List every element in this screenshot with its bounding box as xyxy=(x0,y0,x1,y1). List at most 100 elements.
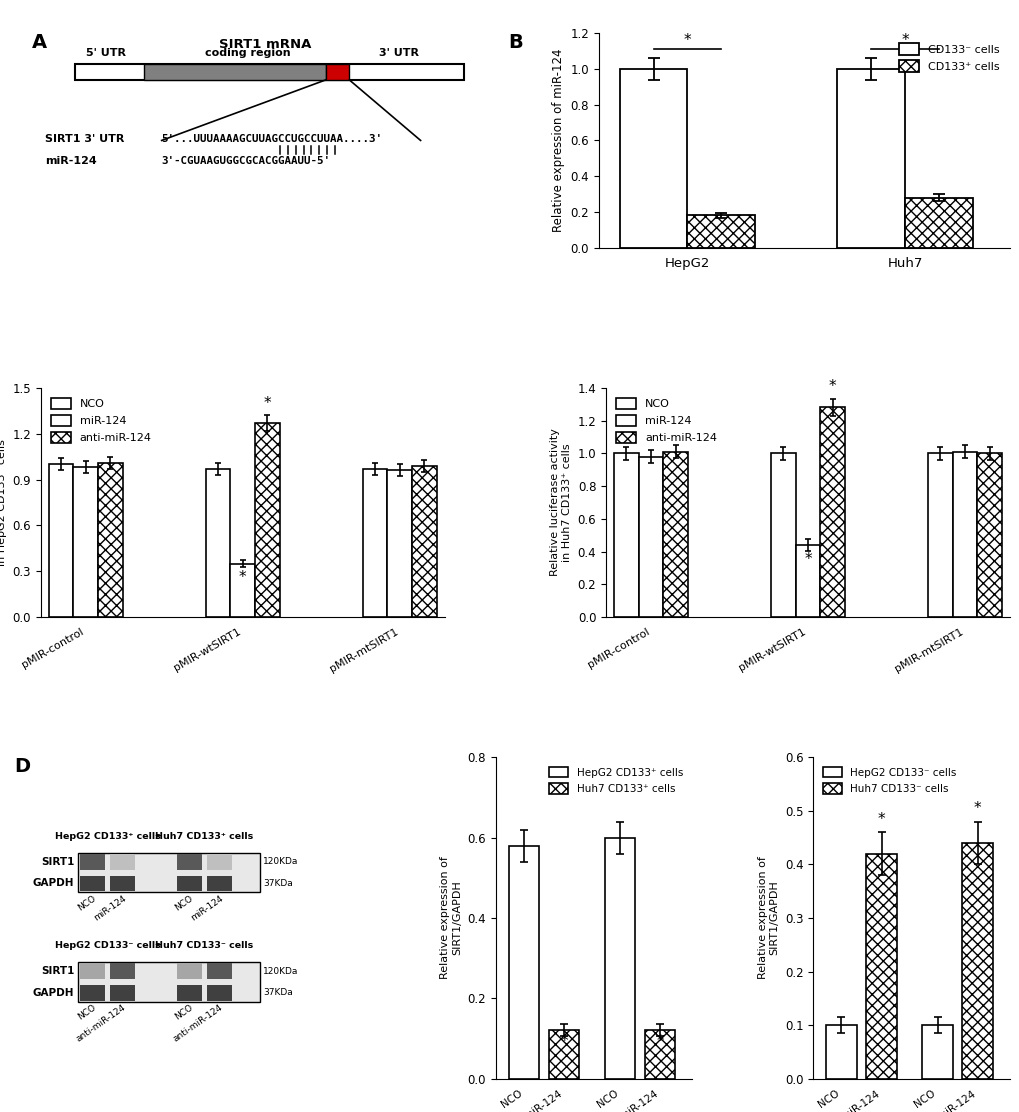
Bar xyxy=(837,69,904,248)
Bar xyxy=(49,464,73,617)
Bar xyxy=(176,985,202,1001)
Text: SIRT1: SIRT1 xyxy=(41,966,74,976)
Bar xyxy=(795,545,819,617)
Y-axis label: Relative expression of miR-124: Relative expression of miR-124 xyxy=(551,49,565,232)
Text: A: A xyxy=(33,33,47,52)
Bar xyxy=(77,853,259,892)
Text: coding region: coding region xyxy=(205,49,290,59)
Bar xyxy=(176,854,202,870)
Bar xyxy=(904,198,972,248)
Text: 37KDa: 37KDa xyxy=(263,878,292,888)
Text: *: * xyxy=(828,379,836,395)
Text: *: * xyxy=(803,552,811,567)
Bar xyxy=(176,875,202,892)
Text: HepG2 CD133⁺ cells: HepG2 CD133⁺ cells xyxy=(55,832,160,842)
Text: NCO: NCO xyxy=(76,1003,98,1022)
Bar xyxy=(255,423,279,617)
Bar xyxy=(79,854,105,870)
Text: *: * xyxy=(973,802,980,816)
Bar xyxy=(325,63,350,80)
Bar xyxy=(207,963,231,979)
Text: B: B xyxy=(507,33,523,52)
Bar xyxy=(952,451,976,617)
Bar xyxy=(638,457,662,617)
Bar xyxy=(662,451,687,617)
Bar xyxy=(363,469,387,617)
Text: *: * xyxy=(656,1034,663,1050)
Text: 5' UTR: 5' UTR xyxy=(86,49,125,59)
Bar xyxy=(825,1025,856,1079)
Bar xyxy=(207,985,231,1001)
Bar xyxy=(962,843,991,1079)
Text: HepG2 CD133⁻ cells: HepG2 CD133⁻ cells xyxy=(55,942,160,951)
Bar xyxy=(110,875,135,892)
Bar xyxy=(770,454,795,617)
Text: 37KDa: 37KDa xyxy=(263,989,292,997)
Bar xyxy=(176,963,202,979)
Legend: HepG2 CD133⁻ cells, Huh7 CD133⁻ cells: HepG2 CD133⁻ cells, Huh7 CD133⁻ cells xyxy=(818,763,960,798)
Text: NCO: NCO xyxy=(173,1003,195,1022)
Text: *: * xyxy=(559,1034,568,1050)
Bar xyxy=(79,875,105,892)
Bar xyxy=(145,63,325,80)
Bar xyxy=(412,466,436,617)
Y-axis label: Relative luciferase activity
in HepG2 CD133⁺ cells: Relative luciferase activity in HepG2 CD… xyxy=(0,428,7,576)
Legend: NCO, miR-124, anti-miR-124: NCO, miR-124, anti-miR-124 xyxy=(46,394,156,448)
Text: miR-124: miR-124 xyxy=(45,156,97,166)
Bar xyxy=(927,454,952,617)
Text: Huh7 CD133⁻ cells: Huh7 CD133⁻ cells xyxy=(155,942,254,951)
Bar xyxy=(75,63,464,80)
Y-axis label: Relative expression of
SIRT1/GAPDH: Relative expression of SIRT1/GAPDH xyxy=(440,856,462,980)
Bar xyxy=(508,846,539,1079)
Bar xyxy=(644,1031,675,1079)
Text: SIRT1: SIRT1 xyxy=(41,857,74,867)
Text: SIRT1 mRNA: SIRT1 mRNA xyxy=(219,38,311,50)
Text: miR-124: miR-124 xyxy=(189,894,224,923)
Text: 3' UTR: 3' UTR xyxy=(379,49,419,59)
Text: SIRT1 3' UTR: SIRT1 3' UTR xyxy=(45,135,124,145)
Bar xyxy=(620,69,687,248)
Text: miR-124: miR-124 xyxy=(92,894,127,923)
Text: D: D xyxy=(14,757,31,776)
Text: anti-miR-124: anti-miR-124 xyxy=(171,1003,224,1044)
Legend: CD133⁻ cells, CD133⁺ cells: CD133⁻ cells, CD133⁺ cells xyxy=(894,39,1004,77)
Text: 3'-CGUAAGUGGCGCACGGAAUU-5': 3'-CGUAAGUGGCGCACGGAAUU-5' xyxy=(161,156,330,166)
Text: *: * xyxy=(877,812,884,827)
Bar xyxy=(98,463,122,617)
Bar xyxy=(921,1025,952,1079)
Text: *: * xyxy=(263,396,271,410)
Text: *: * xyxy=(901,32,908,48)
Bar xyxy=(387,470,412,617)
Text: 5'...UUUAAAAGCUUAGCCUGCCUUAA....3': 5'...UUUAAAAGCUUAGCCUGCCUUAA....3' xyxy=(161,135,382,145)
Bar xyxy=(230,564,255,617)
Bar xyxy=(548,1031,579,1079)
Bar xyxy=(206,469,230,617)
Text: NCO: NCO xyxy=(76,894,98,913)
Bar xyxy=(865,854,896,1079)
Text: GAPDH: GAPDH xyxy=(33,878,74,888)
Legend: NCO, miR-124, anti-miR-124: NCO, miR-124, anti-miR-124 xyxy=(611,394,720,448)
Bar xyxy=(207,875,231,892)
Y-axis label: Relative expression of
SIRT1/GAPDH: Relative expression of SIRT1/GAPDH xyxy=(757,856,779,980)
Legend: HepG2 CD133⁺ cells, Huh7 CD133⁺ cells: HepG2 CD133⁺ cells, Huh7 CD133⁺ cells xyxy=(545,763,687,798)
Text: NCO: NCO xyxy=(173,894,195,913)
Bar xyxy=(73,467,98,617)
Bar xyxy=(604,837,635,1079)
Text: *: * xyxy=(683,32,691,48)
Y-axis label: Relative luciferase activity
in Huh7 CD133⁺ cells: Relative luciferase activity in Huh7 CD1… xyxy=(550,428,572,576)
Text: 120KDa: 120KDa xyxy=(263,857,298,866)
Bar xyxy=(110,963,135,979)
Bar xyxy=(687,216,754,248)
Bar xyxy=(110,985,135,1001)
Bar xyxy=(819,407,844,617)
Bar xyxy=(79,985,105,1001)
Bar xyxy=(110,854,135,870)
Bar xyxy=(976,454,1001,617)
Text: 120KDa: 120KDa xyxy=(263,966,298,975)
Bar xyxy=(79,963,105,979)
Bar xyxy=(613,454,638,617)
Text: *: * xyxy=(238,569,247,585)
Text: GAPDH: GAPDH xyxy=(33,987,74,997)
Text: anti-miR-124: anti-miR-124 xyxy=(74,1003,127,1044)
Bar xyxy=(207,854,231,870)
